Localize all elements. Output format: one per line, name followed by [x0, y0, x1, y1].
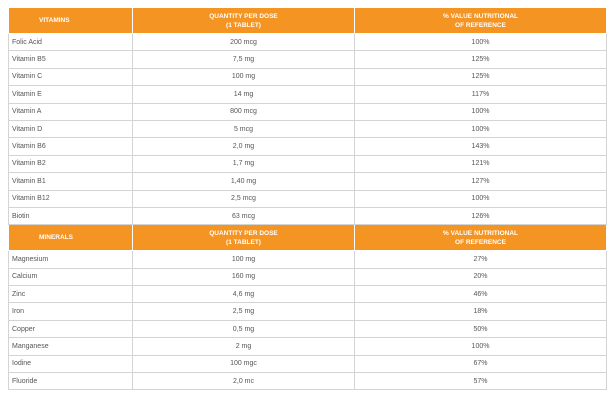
- vitamins-header-row: VITAMINS QUANTITY PER DOSE (1 TABLET)% VA…: [8, 7, 607, 34]
- quantity-value: 800 mcg: [132, 102, 355, 121]
- nutrient-name: Vitamin B6: [8, 137, 133, 156]
- reference-percent: 18%: [354, 302, 607, 321]
- reference-percent: 117%: [354, 85, 607, 104]
- nutritional-reference-header: % VALUE NUTRITIONAL OF REFERENCE: [354, 7, 607, 34]
- quantity-per-dose-header: QUANTITY PER DOSE (1 TABLET): [132, 224, 355, 252]
- nutritional-reference-header: % VALUE NUTRITIONAL OF REFERENCE: [354, 224, 607, 252]
- table-row: Copper 0,5 mg 50%: [8, 319, 607, 339]
- reference-percent: 20%: [354, 267, 607, 287]
- reference-percent: 100%: [354, 119, 607, 139]
- nutrient-name: Iodine: [8, 354, 133, 374]
- reference-percent: 46%: [354, 285, 607, 304]
- reference-percent: 125%: [354, 67, 607, 87]
- nutrient-name: Manganese: [8, 337, 133, 356]
- quantity-value: 1,40 mg: [132, 172, 355, 191]
- nutrient-name: Calcium: [8, 267, 133, 287]
- reference-percent: 121%: [354, 154, 607, 174]
- nutrient-name: Vitamin D: [8, 119, 133, 139]
- nutrient-name: Copper: [8, 319, 133, 339]
- quantity-value: 2,0 mc: [132, 372, 355, 391]
- reference-percent: 125%: [354, 50, 607, 69]
- nutrient-name: Vitamin B5: [8, 50, 133, 69]
- table-row: Biotin 63 mcg 126%: [8, 206, 607, 226]
- table-row: Vitamin B12 2,5 mcg 100%: [8, 189, 607, 208]
- quantity-value: 2,5 mcg: [132, 189, 355, 208]
- nutrient-name: Vitamin B2: [8, 154, 133, 174]
- quantity-value: 7,5 mg: [132, 50, 355, 69]
- quantity-value: 63 mcg: [132, 206, 355, 226]
- table-row: Iron 2,5 mg 18%: [8, 302, 607, 321]
- quantity-value: 2 mg: [132, 337, 355, 356]
- nutrient-name: Vitamin A: [8, 102, 133, 121]
- nutrient-name: Vitamin E: [8, 85, 133, 104]
- minerals-header-row: MINERALS QUANTITY PER DOSE (1 TABLET)% VA…: [8, 224, 607, 252]
- table-row: Vitamin B2 1,7 mg 121%: [8, 154, 607, 174]
- table-row: Zinc 4,6 mg 46%: [8, 285, 607, 304]
- table-row: Fluoride 2,0 mc 57%: [8, 372, 607, 391]
- quantity-value: 0,5 mg: [132, 319, 355, 339]
- nutrient-name: Vitamin C: [8, 67, 133, 87]
- quantity-value: 4,6 mg: [132, 285, 355, 304]
- quantity-value: 14 mg: [132, 85, 355, 104]
- nutrient-name: Biotin: [8, 206, 133, 226]
- reference-percent: 126%: [354, 206, 607, 226]
- table-row: Vitamin E 14 mg 117%: [8, 85, 607, 104]
- table-row: Iodine 100 mgc 67%: [8, 354, 607, 374]
- nutrient-name: Magnesium: [8, 250, 133, 269]
- table-row: Manganese 2 mg 100%: [8, 337, 607, 356]
- table-row: Vitamin B6 2,0 mg 143%: [8, 137, 607, 156]
- nutrition-table: VITAMINS QUANTITY PER DOSE (1 TABLET)% VA…: [8, 7, 607, 391]
- nutrition-table-body: VITAMINS QUANTITY PER DOSE (1 TABLET)% VA…: [8, 7, 607, 391]
- nutrient-name: Fluoride: [8, 372, 133, 391]
- table-row: Calcium 160 mg 20%: [8, 267, 607, 287]
- reference-percent: 100%: [354, 32, 607, 52]
- quantity-per-dose-header: QUANTITY PER DOSE (1 TABLET): [132, 7, 355, 34]
- quantity-value: 2,0 mg: [132, 137, 355, 156]
- nutrient-name: Vitamin B1: [8, 172, 133, 191]
- quantity-value: 1,7 mg: [132, 154, 355, 174]
- table-row: Vitamin B5 7,5 mg 125%: [8, 50, 607, 69]
- quantity-value: 5 mcg: [132, 119, 355, 139]
- reference-percent: 100%: [354, 102, 607, 121]
- quantity-value: 160 mg: [132, 267, 355, 287]
- nutrient-name: Vitamin B12: [8, 189, 133, 208]
- nutrient-name: Zinc: [8, 285, 133, 304]
- reference-percent: 100%: [354, 337, 607, 356]
- reference-percent: 143%: [354, 137, 607, 156]
- table-row: Magnesium 100 mg 27%: [8, 250, 607, 269]
- nutrient-name: Iron: [8, 302, 133, 321]
- reference-percent: 27%: [354, 250, 607, 269]
- reference-percent: 57%: [354, 372, 607, 391]
- vitamins-section-heading: VITAMINS: [8, 7, 133, 34]
- table-row: Folic Acid 200 mcg 100%: [8, 32, 607, 52]
- reference-percent: 50%: [354, 319, 607, 339]
- table-row: Vitamin B1 1,40 mg 127%: [8, 172, 607, 191]
- reference-percent: 127%: [354, 172, 607, 191]
- quantity-value: 100 mg: [132, 250, 355, 269]
- nutrient-name: Folic Acid: [8, 32, 133, 52]
- reference-percent: 67%: [354, 354, 607, 374]
- quantity-value: 100 mgc: [132, 354, 355, 374]
- quantity-value: 100 mg: [132, 67, 355, 87]
- reference-percent: 100%: [354, 189, 607, 208]
- table-row: Vitamin C 100 mg 125%: [8, 67, 607, 87]
- nutrition-facts-container: VITAMINS QUANTITY PER DOSE (1 TABLET)% VA…: [8, 7, 607, 391]
- quantity-value: 200 mcg: [132, 32, 355, 52]
- table-row: Vitamin A 800 mcg 100%: [8, 102, 607, 121]
- quantity-value: 2,5 mg: [132, 302, 355, 321]
- minerals-section-heading: MINERALS: [8, 224, 133, 252]
